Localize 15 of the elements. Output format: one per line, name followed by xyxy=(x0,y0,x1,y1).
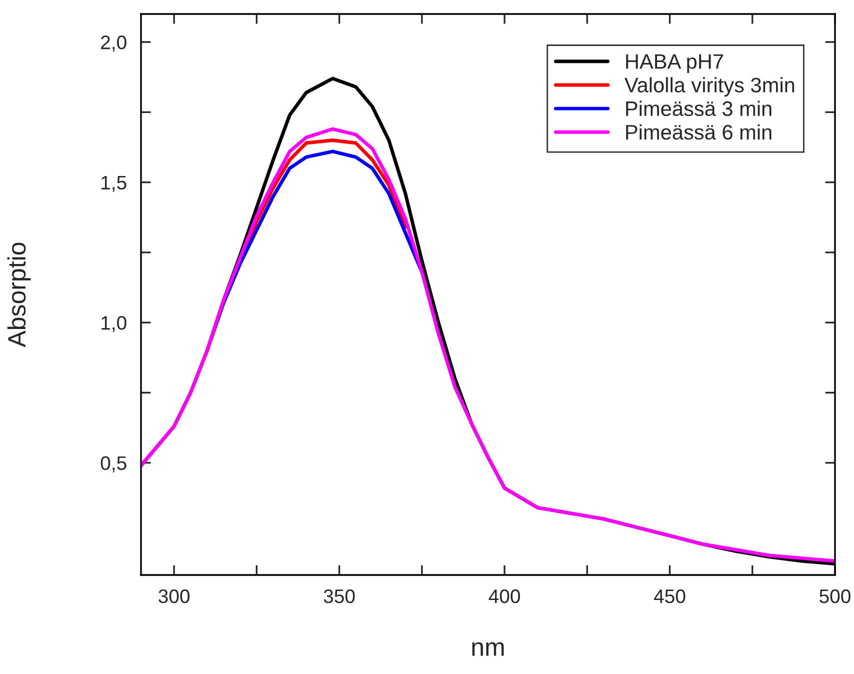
y-axis-title: Absorptio xyxy=(7,242,31,348)
x-tick-label: 500 xyxy=(820,589,850,604)
x-tick-label: 450 xyxy=(654,589,686,604)
legend-label: Pimeässä 6 min xyxy=(626,124,772,140)
x-tick-label: 350 xyxy=(324,589,355,604)
y-tick-label: 2,0 xyxy=(101,36,126,52)
x-tick-label: 300 xyxy=(158,589,190,604)
legend-label: Valolla viritys 3min xyxy=(624,77,794,97)
x-tick-label: 400 xyxy=(488,589,520,604)
y-tick-label: 1,0 xyxy=(102,316,126,332)
y-tick-label: 1,5 xyxy=(102,176,126,192)
y-tick-label: 0,5 xyxy=(100,456,126,472)
x-axis-title: nm xyxy=(472,642,504,656)
legend-label: Pimeässä 3 min xyxy=(626,100,772,116)
legend-label: HABA pH7 xyxy=(626,54,723,74)
